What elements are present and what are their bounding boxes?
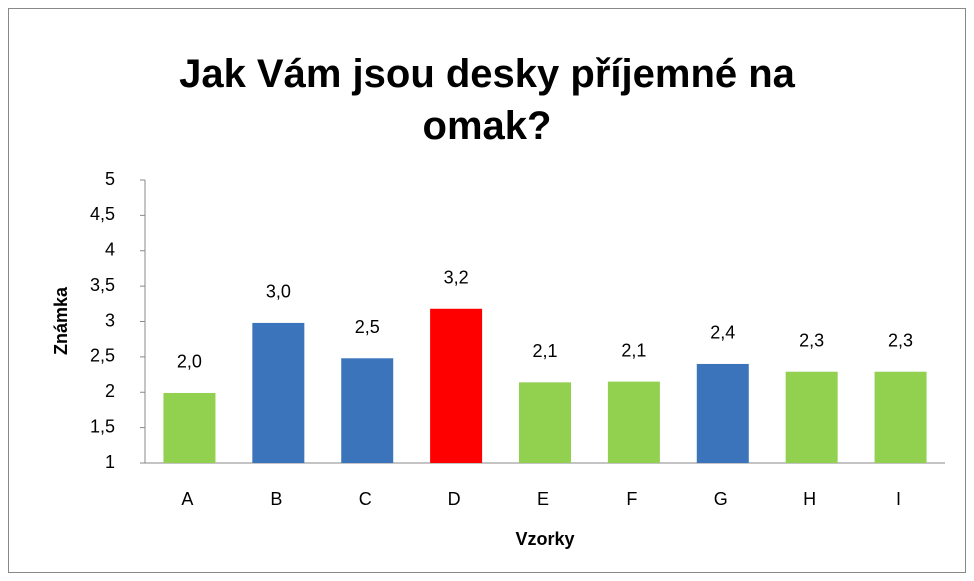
x-tick-label: E xyxy=(537,489,549,509)
value-label: 2,3 xyxy=(799,330,824,350)
value-label: 2,4 xyxy=(710,323,735,343)
y-tick-label: 1 xyxy=(105,452,115,472)
bar xyxy=(252,322,305,463)
x-tick-label: C xyxy=(359,489,372,509)
y-tick-label: 3,5 xyxy=(90,275,115,295)
y-tick-label: 1,5 xyxy=(90,416,115,436)
x-tick-label: G xyxy=(714,489,728,509)
bar xyxy=(430,308,483,463)
bar xyxy=(696,363,749,463)
bar xyxy=(607,381,660,463)
bar xyxy=(874,371,927,463)
x-tick-label: H xyxy=(803,489,816,509)
x-tick-label: B xyxy=(270,489,282,509)
y-tick-label: 2 xyxy=(105,381,115,401)
value-label: 3,2 xyxy=(444,268,469,288)
x-tick-label: I xyxy=(896,489,901,509)
bar xyxy=(785,371,838,463)
y-tick-label: 4,5 xyxy=(90,204,115,224)
value-label: 3,0 xyxy=(266,282,291,302)
x-axis-label: Vzorky xyxy=(515,529,574,549)
bar xyxy=(341,358,394,463)
value-label: 2,0 xyxy=(177,352,202,372)
value-label: 2,3 xyxy=(888,330,913,350)
y-tick-label: 3 xyxy=(105,310,115,330)
x-tick-label: D xyxy=(448,489,461,509)
y-tick-label: 2,5 xyxy=(90,346,115,366)
bar xyxy=(163,392,216,463)
x-tick-label: A xyxy=(181,489,193,509)
chart-title: Jak Vám jsou desky příjemné na omak? xyxy=(179,52,795,148)
bar xyxy=(519,382,571,463)
y-tick-label: 4 xyxy=(105,240,115,260)
value-label: 2,1 xyxy=(532,341,557,361)
value-label: 2,5 xyxy=(355,317,380,337)
chart-border xyxy=(8,8,966,573)
y-axis-label: Známka xyxy=(51,286,71,355)
x-tick-label: F xyxy=(626,489,637,509)
value-label: 2,1 xyxy=(621,340,646,360)
y-tick-label: 5 xyxy=(105,169,115,189)
